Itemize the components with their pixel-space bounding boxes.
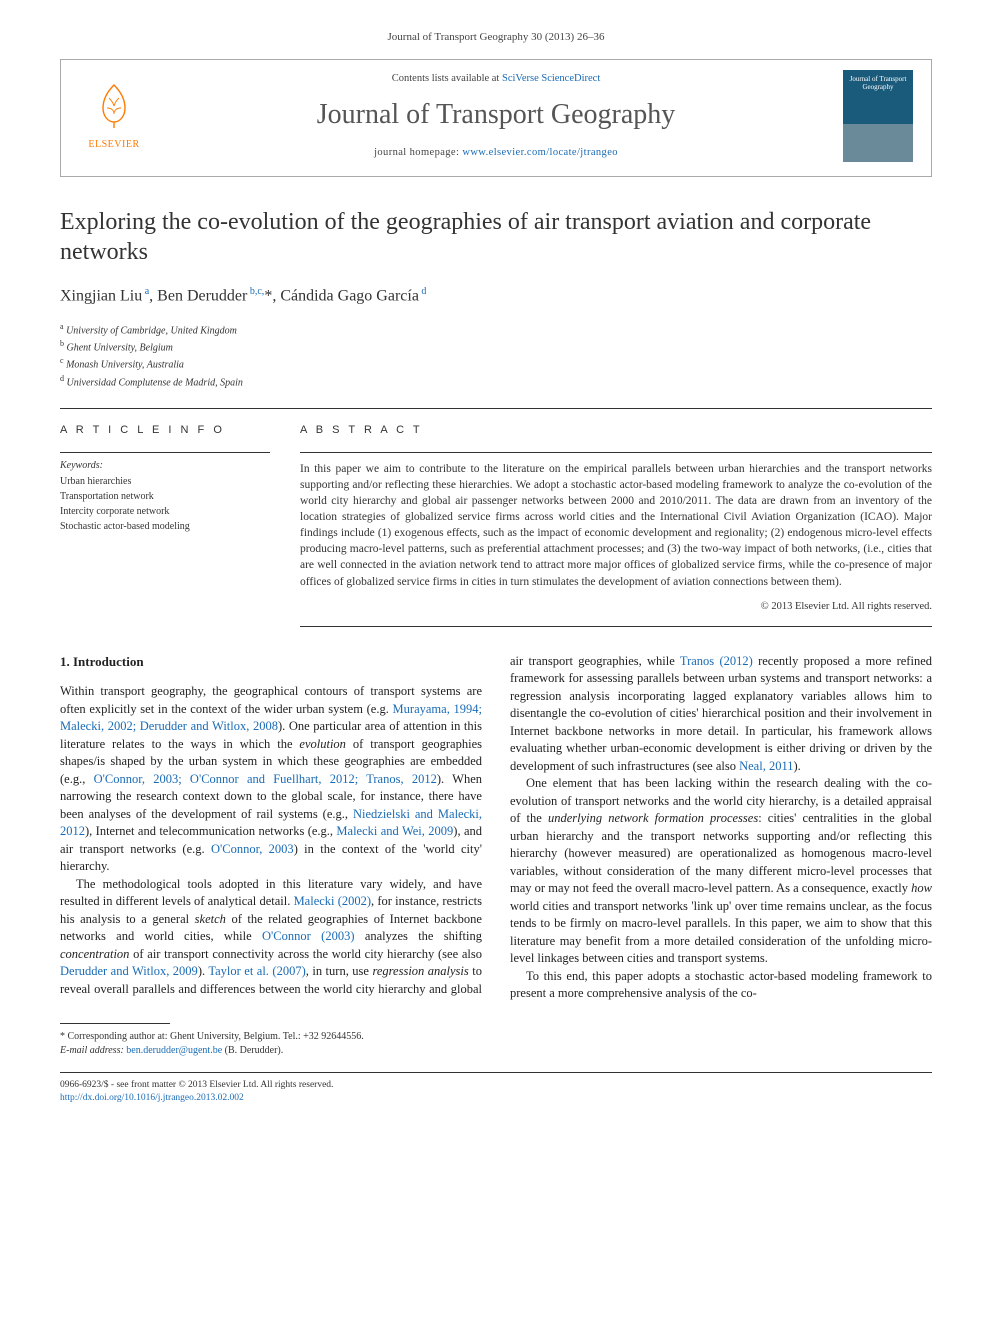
- citation[interactable]: O'Connor, 2003: [211, 842, 294, 856]
- keyword: Transportation network: [60, 489, 270, 504]
- paragraph-3: One element that has been lacking within…: [510, 775, 932, 968]
- cover-title: Journal of Transport Geography: [843, 76, 913, 91]
- citation[interactable]: O'Connor (2003): [262, 929, 354, 943]
- abstract-panel: A B S T R A C T In this paper we aim to …: [300, 423, 932, 627]
- doi-link[interactable]: http://dx.doi.org/10.1016/j.jtrangeo.201…: [60, 1092, 932, 1105]
- authors: Xingjian Liu a, Ben Derudder b,c,*, Cánd…: [60, 285, 932, 307]
- citation[interactable]: Neal, 2011: [739, 759, 793, 773]
- sciencedirect-link[interactable]: SciVerse ScienceDirect: [502, 73, 600, 84]
- section-1-heading: 1. Introduction: [60, 653, 482, 671]
- footer-separator: [60, 1072, 932, 1073]
- contents-available: Contents lists available at SciVerse Sci…: [165, 72, 827, 86]
- affil-sup-d: d: [419, 286, 427, 297]
- contents-prefix: Contents lists available at: [392, 73, 502, 84]
- copyright: © 2013 Elsevier Ltd. All rights reserved…: [300, 600, 932, 627]
- publisher-name: ELSEVIER: [79, 138, 149, 152]
- affiliation-d: d Universidad Complutense de Madrid, Spa…: [60, 373, 932, 390]
- corr-email[interactable]: ben.derudder@ugent.be: [126, 1045, 222, 1056]
- affiliation-b: b Ghent University, Belgium: [60, 338, 932, 355]
- header-center: Contents lists available at SciVerse Sci…: [165, 72, 827, 160]
- abstract-text: In this paper we aim to contribute to th…: [300, 452, 932, 590]
- journal-header: ELSEVIER Contents lists available at Sci…: [60, 59, 932, 177]
- author-derudder: Ben Derudder: [157, 287, 247, 304]
- citation[interactable]: Derudder and Witlox, 2009: [60, 964, 198, 978]
- citation[interactable]: Taylor et al. (2007): [208, 964, 305, 978]
- article-info-panel: A R T I C L E I N F O Keywords: Urban hi…: [60, 423, 270, 627]
- homepage-link[interactable]: www.elsevier.com/locate/jtrangeo: [462, 147, 618, 158]
- citation[interactable]: Malecki and Wei, 2009: [336, 824, 453, 838]
- corr-author-line: * Corresponding author at: Ghent Univers…: [60, 1030, 932, 1044]
- citation[interactable]: Malecki (2002): [294, 894, 371, 908]
- citation[interactable]: O'Connor, 2003; O'Connor and Fuellhart, …: [94, 772, 437, 786]
- article-meta: A R T I C L E I N F O Keywords: Urban hi…: [60, 408, 932, 627]
- corr-email-line: E-mail address: ben.derudder@ugent.be (B…: [60, 1044, 932, 1058]
- corresponding-author-footnote: * Corresponding author at: Ghent Univers…: [60, 1030, 932, 1058]
- affiliation-c: c Monash University, Australia: [60, 355, 932, 372]
- keyword: Stochastic actor-based modeling: [60, 519, 270, 534]
- affil-sup-a: a: [142, 286, 149, 297]
- keyword: Urban hierarchies: [60, 474, 270, 489]
- affiliation-a: a University of Cambridge, United Kingdo…: [60, 321, 932, 338]
- elsevier-tree-icon: [89, 80, 139, 130]
- citation[interactable]: Tranos (2012): [680, 654, 753, 668]
- publisher-logo: ELSEVIER: [79, 80, 149, 152]
- journal-cover-thumbnail: Journal of Transport Geography: [843, 70, 913, 162]
- issn-line: 0966-6923/$ - see front matter © 2013 El…: [60, 1079, 932, 1092]
- keyword: Intercity corporate network: [60, 504, 270, 519]
- abstract-heading: A B S T R A C T: [300, 423, 932, 438]
- article-info-heading: A R T I C L E I N F O: [60, 423, 270, 438]
- affil-sup-bc: b,c,: [247, 286, 264, 297]
- keywords-label: Keywords:: [60, 452, 270, 473]
- paragraph-1: Within transport geography, the geograph…: [60, 683, 482, 876]
- journal-homepage: journal homepage: www.elsevier.com/locat…: [165, 146, 827, 160]
- journal-name: Journal of Transport Geography: [165, 96, 827, 134]
- page-footer: 0966-6923/$ - see front matter © 2013 El…: [60, 1079, 932, 1105]
- homepage-prefix: journal homepage:: [374, 147, 462, 158]
- author-gago: Cándida Gago García: [280, 287, 419, 304]
- corr-marker: *: [264, 287, 272, 304]
- article-title: Exploring the co-evolution of the geogra…: [60, 207, 932, 267]
- article-body: 1. Introduction Within transport geograp…: [60, 653, 932, 1003]
- cover-image: [843, 124, 913, 162]
- author-liu: Xingjian Liu: [60, 287, 142, 304]
- journal-reference: Journal of Transport Geography 30 (2013)…: [60, 30, 932, 45]
- keywords-list: Urban hierarchies Transportation network…: [60, 474, 270, 534]
- footnote-separator: [60, 1023, 170, 1024]
- affiliations: a University of Cambridge, United Kingdo…: [60, 321, 932, 390]
- paragraph-4: To this end, this paper adopts a stochas…: [510, 968, 932, 1003]
